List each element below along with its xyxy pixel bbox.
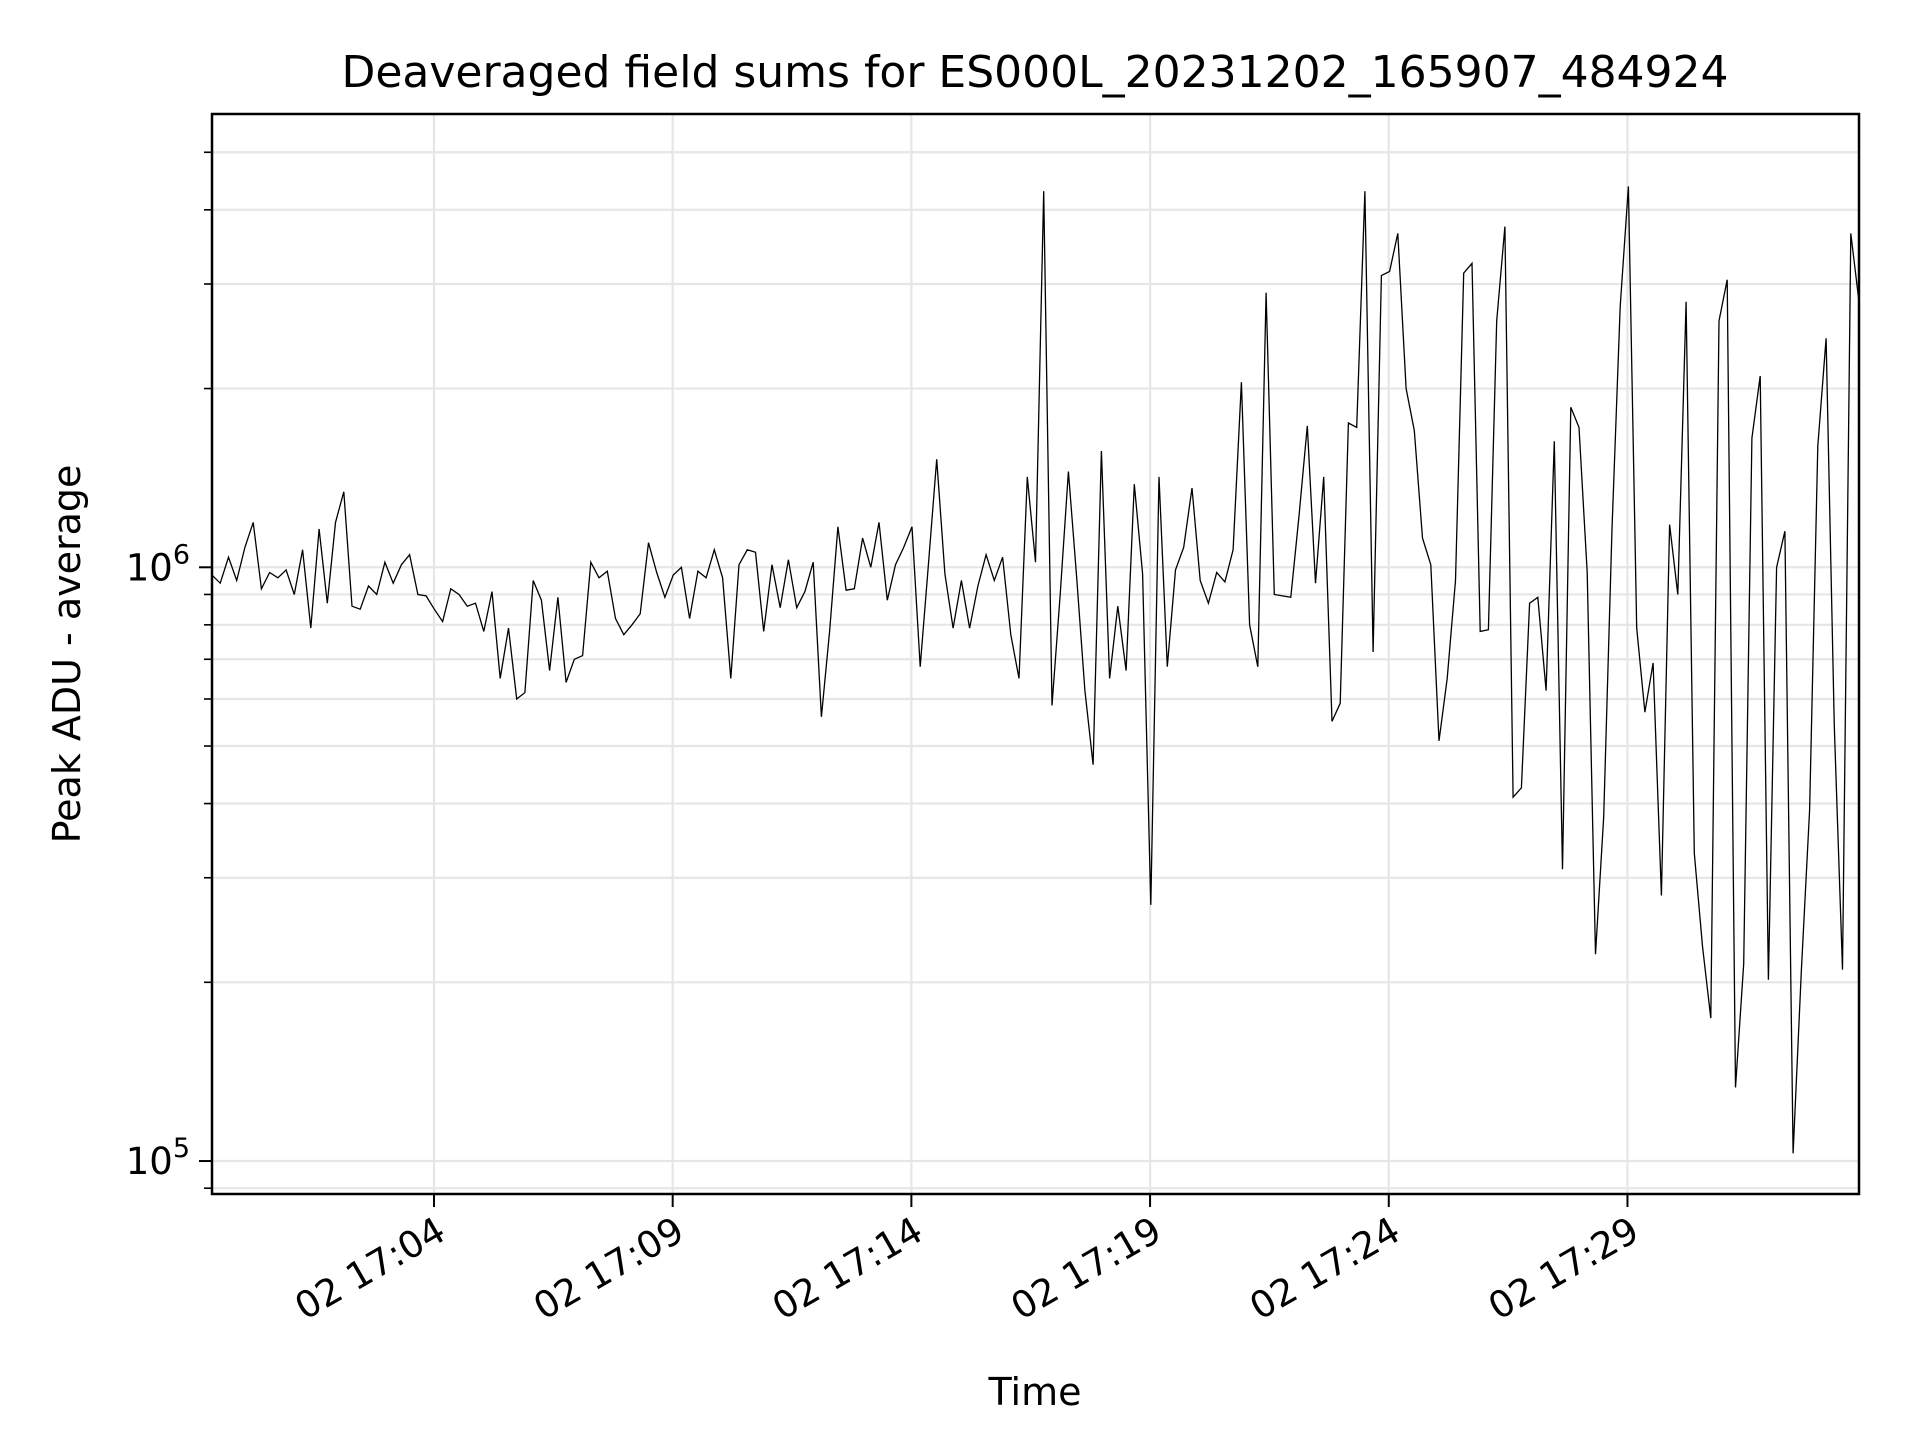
y-tick-exponent: 5	[173, 1133, 190, 1164]
series-line	[211, 186, 1860, 1154]
y-tick-mantissa: 10	[126, 546, 173, 589]
y-tick-label: 106	[126, 539, 190, 589]
y-axis-label: Peak ADU - average	[45, 465, 89, 844]
y-tick-label: 105	[126, 1133, 190, 1183]
chart-title: Deaveraged field sums for ES000L_2023120…	[341, 47, 1728, 98]
y-tick-exponent: 6	[173, 539, 190, 570]
data-layer	[211, 186, 1860, 1154]
grid	[212, 114, 1859, 1194]
x-axis-label: Time	[988, 1370, 1082, 1414]
tick-marks	[199, 151, 1629, 1207]
plot-frame	[210, 112, 1861, 1196]
y-tick-mantissa: 10	[126, 1140, 173, 1183]
